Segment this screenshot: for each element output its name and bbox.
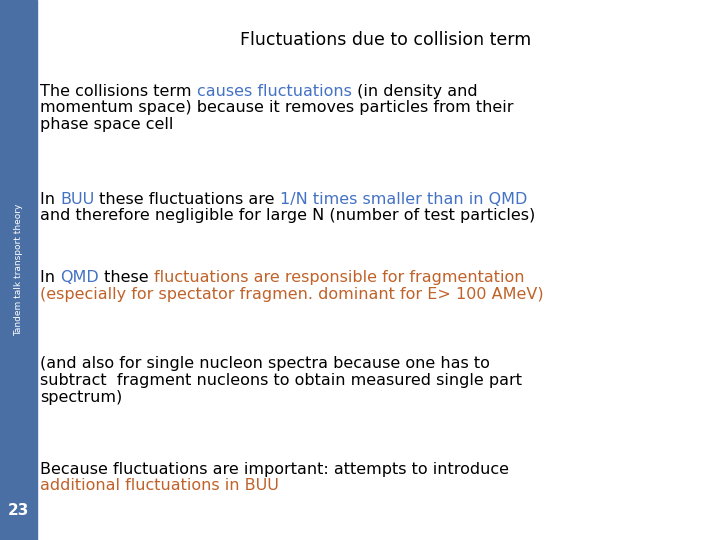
Text: and therefore negligible for large N (number of test particles): and therefore negligible for large N (nu… — [40, 208, 535, 224]
Text: causes fluctuations: causes fluctuations — [197, 84, 351, 99]
Text: spectrum): spectrum) — [40, 390, 122, 405]
Text: 23: 23 — [8, 503, 30, 518]
Text: additional fluctuations in BUU: additional fluctuations in BUU — [40, 478, 279, 494]
Text: 1/N times smaller than in QMD: 1/N times smaller than in QMD — [280, 192, 527, 207]
Text: QMD: QMD — [60, 270, 99, 285]
Text: In: In — [40, 192, 60, 207]
Text: (and also for single nucleon spectra because one has to: (and also for single nucleon spectra bec… — [40, 356, 490, 372]
Text: subtract  fragment nucleons to obtain measured single part: subtract fragment nucleons to obtain mea… — [40, 373, 522, 388]
Text: BUU: BUU — [60, 192, 94, 207]
Text: Tandem talk transport theory: Tandem talk transport theory — [14, 204, 23, 336]
Text: Because fluctuations are important: attempts to introduce: Because fluctuations are important: atte… — [40, 462, 509, 477]
Text: In: In — [40, 270, 60, 285]
Text: these fluctuations are: these fluctuations are — [94, 192, 280, 207]
Text: Fluctuations due to collision term: Fluctuations due to collision term — [240, 31, 531, 49]
Text: these: these — [99, 270, 153, 285]
Text: (especially for spectator fragmen. dominant for E> 100 AMeV): (especially for spectator fragmen. domin… — [40, 287, 544, 302]
Text: phase space cell: phase space cell — [40, 117, 174, 132]
Text: The collisions term: The collisions term — [40, 84, 197, 99]
Text: momentum space) because it removes particles from their: momentum space) because it removes parti… — [40, 100, 513, 116]
Text: fluctuations are responsible for fragmentation: fluctuations are responsible for fragmen… — [153, 270, 524, 285]
Text: (in density and: (in density and — [351, 84, 477, 99]
